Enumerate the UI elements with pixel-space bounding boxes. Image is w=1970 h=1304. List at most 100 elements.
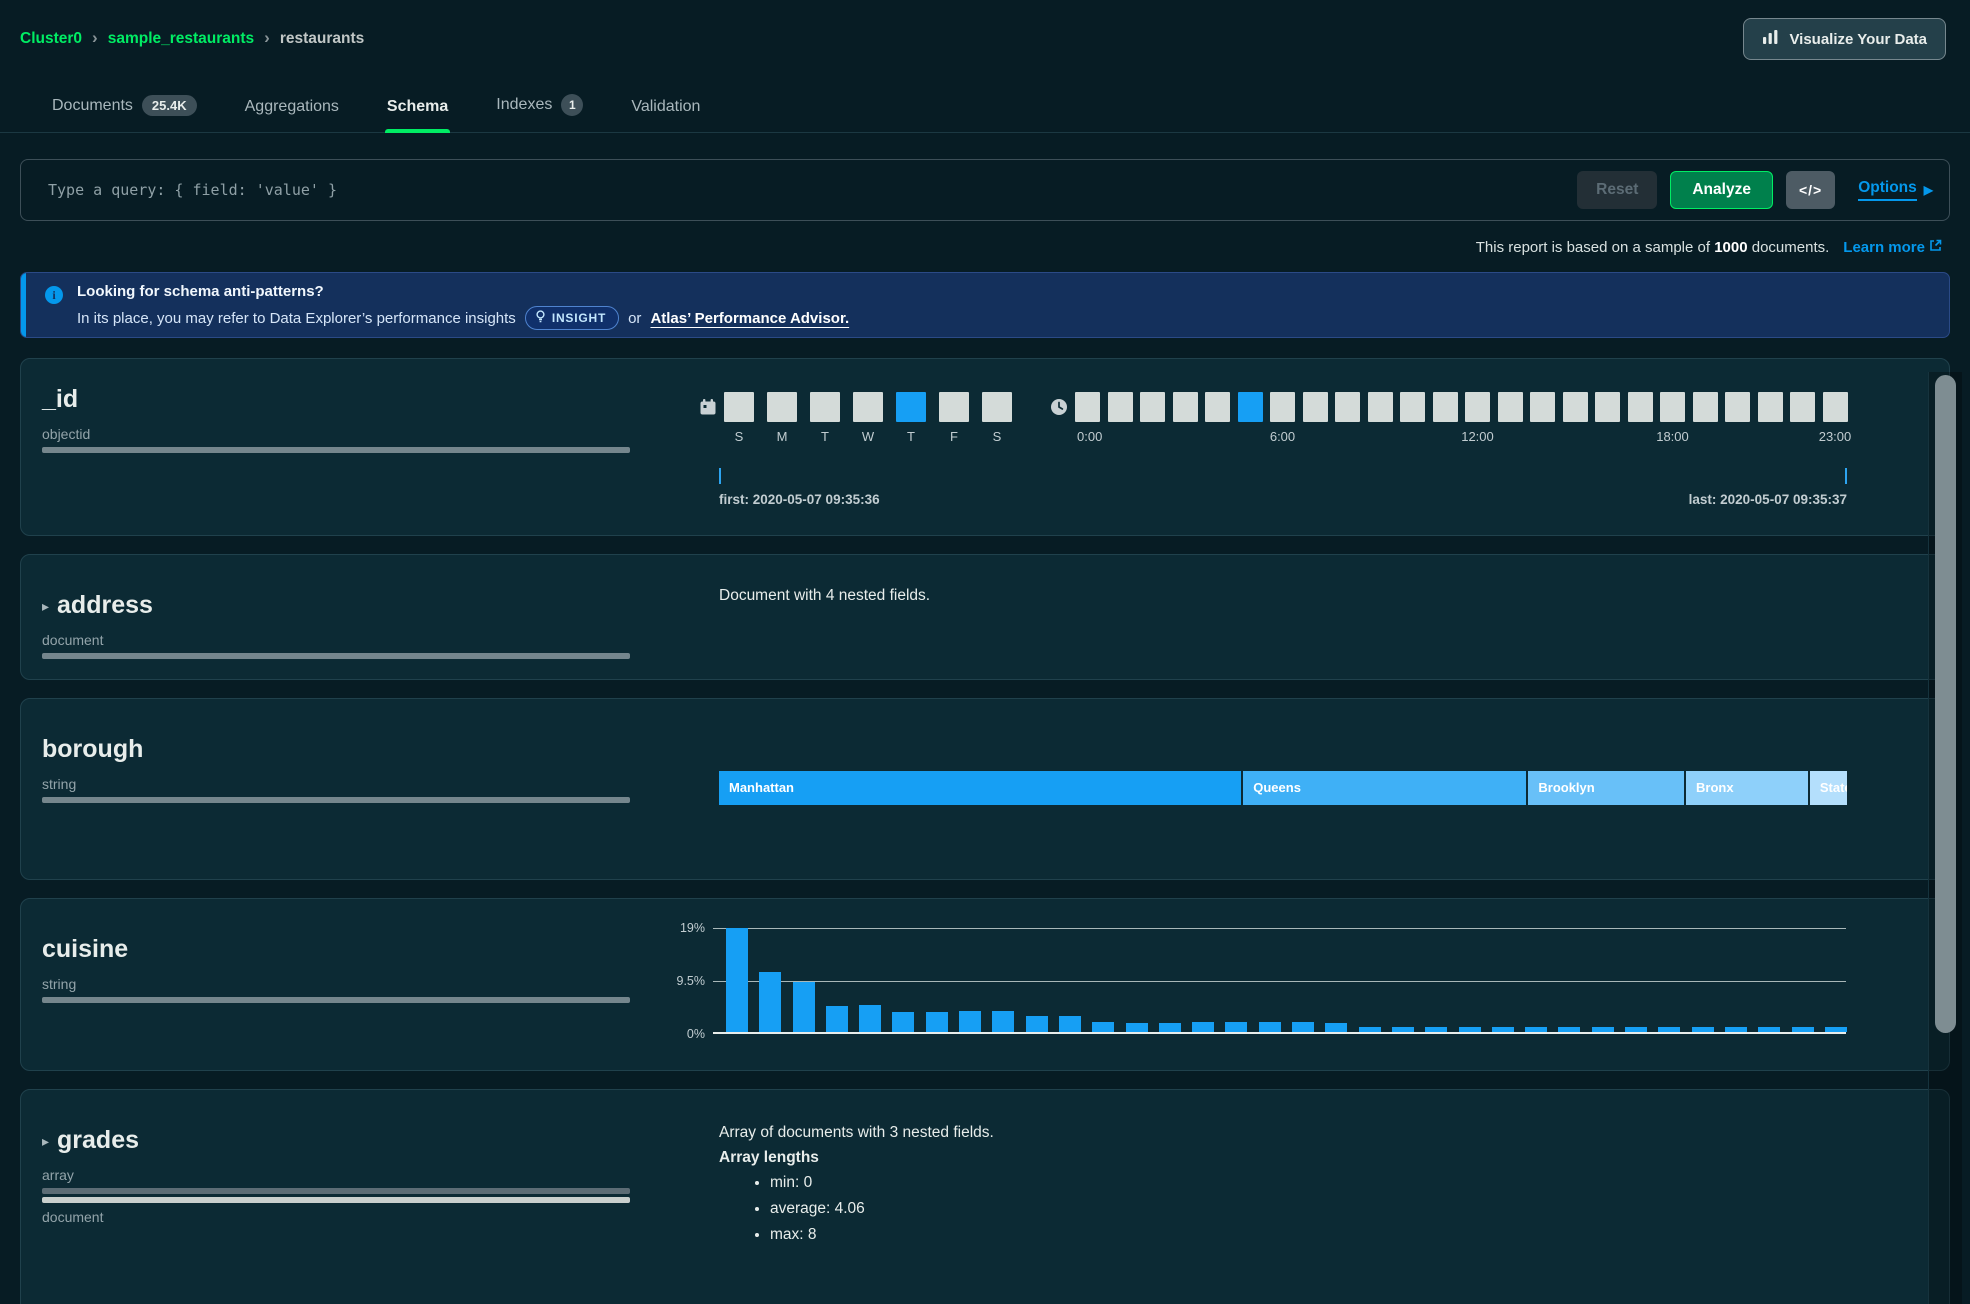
id-date-range: first: 2020-05-07 09:35:36 last: 2020-05…	[719, 468, 1847, 514]
cuisine-bar	[1691, 1027, 1714, 1032]
cuisine-bar	[1525, 1026, 1548, 1032]
type-distribution-bar-array	[42, 1188, 630, 1194]
visualize-your-data-button[interactable]: Visualize Your Data	[1743, 18, 1946, 60]
address-field-info: ▸ address document	[42, 581, 719, 659]
insight-badge-label: INSIGHT	[551, 311, 607, 325]
tab-validation[interactable]: Validation	[629, 88, 702, 132]
cuisine-bar	[1158, 1022, 1181, 1032]
options-toggle[interactable]: Options ▶	[1858, 179, 1933, 201]
cuisine-bar	[1824, 1027, 1847, 1032]
learn-more-label: Learn more	[1843, 239, 1925, 256]
learn-more-link[interactable]: Learn more	[1843, 239, 1942, 256]
query-input[interactable]	[48, 181, 1565, 199]
type-distribution-bar	[42, 797, 630, 803]
gridline	[713, 981, 1846, 982]
field-type-label: objectid	[42, 426, 91, 442]
tab-aggregations[interactable]: Aggregations	[243, 88, 341, 132]
first-date-label: first: 2020-05-07 09:35:36	[719, 492, 880, 507]
performance-advisor-link[interactable]: Atlas’ Performance Advisor.	[650, 309, 850, 327]
array-length-stats: min: 0 average: 4.06 max: 8	[770, 1174, 1925, 1244]
y-axis-tick: 9.5%	[676, 974, 706, 988]
cuisine-bar	[726, 928, 748, 1032]
expand-chevron-icon[interactable]: ▸	[42, 1133, 50, 1149]
cuisine-field-info: cuisine string	[42, 925, 719, 1044]
tab-indexes[interactable]: Indexes 1	[494, 84, 585, 132]
tab-documents[interactable]: Documents 25.4K	[50, 85, 199, 132]
cuisine-bar	[959, 1010, 982, 1032]
insight-badge[interactable]: INSIGHT	[524, 306, 620, 330]
breadcrumb-database[interactable]: sample_restaurants	[107, 30, 255, 47]
cuisine-bar	[1458, 1026, 1481, 1032]
lightbulb-icon	[535, 310, 546, 326]
schema-anti-patterns-banner: i Looking for schema anti-patterns? In i…	[20, 272, 1950, 338]
analyze-button[interactable]: Analyze	[1670, 171, 1773, 209]
type-distribution-bar	[42, 653, 630, 659]
last-date-label: last: 2020-05-07 09:35:37	[1688, 492, 1847, 507]
cuisine-bar	[1791, 1027, 1814, 1032]
field-name: grades	[57, 1126, 140, 1154]
type-distribution-bar	[42, 447, 630, 453]
tab-documents-label: Documents	[52, 96, 133, 114]
bar-chart-icon	[1762, 29, 1779, 49]
documents-count-badge: 25.4K	[141, 95, 197, 116]
cuisine-bar	[1258, 1022, 1281, 1032]
field-card-borough: borough string Manhattan Queens Brooklyn Br…	[20, 698, 1950, 880]
query-code-toggle-button[interactable]: </>	[1785, 171, 1836, 209]
top-bar: Cluster0 › sample_restaurants › restaura…	[0, 0, 1970, 60]
field-name: borough	[42, 735, 144, 763]
field-type-label: document	[42, 1209, 104, 1225]
cuisine-bar	[1558, 1026, 1581, 1032]
cuisine-bar	[1724, 1027, 1747, 1032]
collection-tabs: Documents 25.4K Aggregations Schema Inde…	[0, 84, 1970, 133]
scrollbar-track[interactable]	[1928, 372, 1962, 1304]
nested-fields-description: Array of documents with 3 nested fields.	[719, 1124, 994, 1141]
cuisine-bar	[1125, 1022, 1148, 1032]
reset-button[interactable]: Reset	[1577, 171, 1658, 209]
id-field-info: _id objectid	[42, 385, 719, 514]
sample-report-note: This report is based on a sample of 1000…	[0, 239, 1942, 256]
field-card-cuisine: cuisine string 19% 9.5% 0%	[20, 898, 1950, 1071]
cuisine-bar	[1058, 1016, 1081, 1032]
cuisine-bar	[1292, 1022, 1315, 1032]
breadcrumb-collection: restaurants	[279, 30, 365, 47]
x-axis-baseline	[713, 1032, 1846, 1034]
cuisine-bar	[892, 1011, 915, 1032]
type-distribution-bar-document	[42, 1197, 630, 1203]
borough-field-info: borough string	[42, 725, 719, 853]
tab-schema-label: Schema	[386, 98, 449, 115]
cuisine-bar	[1391, 1026, 1414, 1032]
indexes-count-badge: 1	[561, 94, 584, 116]
info-icon: i	[45, 286, 63, 304]
array-lengths-title: Array lengths	[719, 1149, 819, 1166]
nested-fields-description: Document with 4 nested fields.	[719, 587, 931, 604]
scrollbar-thumb[interactable]	[1935, 375, 1956, 1033]
cuisine-bar	[925, 1011, 948, 1032]
cuisine-bar	[859, 1005, 882, 1032]
cuisine-bar	[1425, 1026, 1448, 1032]
cuisine-bar	[759, 971, 782, 1032]
tab-schema[interactable]: Schema	[384, 88, 451, 133]
sample-count: 1000	[1714, 239, 1748, 256]
last-date-tick	[1845, 468, 1847, 484]
banner-body: In its place, you may refer to Data Expl…	[77, 306, 1929, 330]
cuisine-bar	[1025, 1016, 1048, 1032]
triangle-right-icon: ▶	[1923, 183, 1933, 197]
cuisine-bar	[992, 1010, 1015, 1032]
hour-histogram-blocks: 0:00 6:00 12:00 18:00 23:00	[1075, 392, 1851, 444]
banner-conjunction: or	[628, 309, 642, 327]
cuisine-bar	[792, 981, 815, 1032]
borough-segment: Manhattan	[719, 771, 1242, 805]
cuisine-bar	[1758, 1027, 1781, 1032]
query-bar: Reset Analyze </> Options ▶	[20, 159, 1950, 221]
grades-field-info: ▸ grades array document	[42, 1116, 719, 1304]
cuisine-bar	[1325, 1022, 1348, 1032]
gridline	[713, 928, 1846, 929]
breadcrumb-cluster[interactable]: Cluster0	[20, 30, 83, 47]
field-name: cuisine	[42, 935, 129, 963]
expand-chevron-icon[interactable]: ▸	[42, 598, 50, 614]
cuisine-bar	[1225, 1022, 1248, 1032]
cuisine-histogram: 19% 9.5% 0%	[677, 921, 1847, 1041]
tab-aggregations-label: Aggregations	[244, 98, 339, 115]
